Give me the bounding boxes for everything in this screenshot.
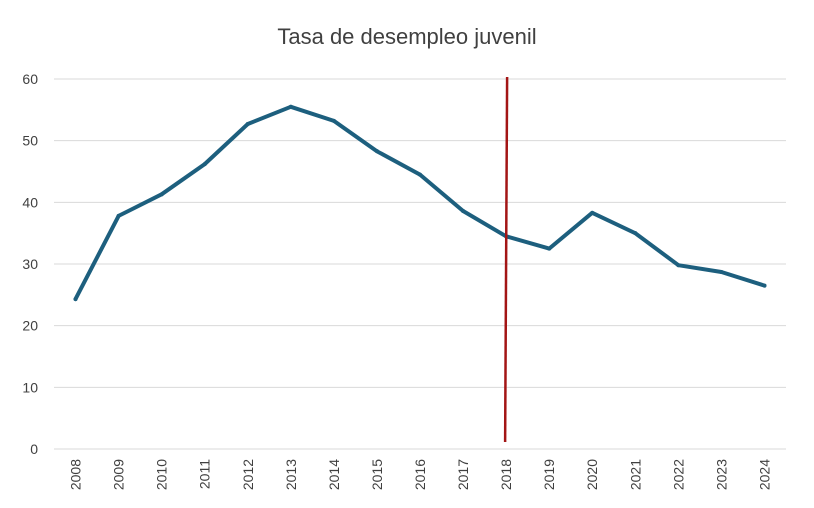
x-tick-label: 2023 xyxy=(713,459,729,490)
chart-title: Tasa de desempleo juvenil xyxy=(277,24,536,49)
x-tick-label: 2021 xyxy=(627,459,643,490)
data-point xyxy=(461,208,466,213)
y-tick-label: 40 xyxy=(22,194,38,210)
y-tick-label: 50 xyxy=(22,133,38,149)
x-axis-ticks: 2008 2009 2010 2011 2012 2013 2014 2015 2016 2017… xyxy=(68,459,773,490)
y-tick-label: 0 xyxy=(30,441,38,457)
y-tick-label: 30 xyxy=(22,256,38,272)
x-tick-label: 2010 xyxy=(154,459,170,490)
data-point xyxy=(331,118,336,123)
data-point xyxy=(288,104,293,109)
vertical-marker-line xyxy=(503,76,509,443)
data-point xyxy=(116,213,121,218)
data-point xyxy=(719,270,724,275)
x-tick-label: 2012 xyxy=(240,459,256,490)
data-point xyxy=(374,149,379,154)
x-tick-label: 2020 xyxy=(584,459,600,490)
x-tick-label: 2011 xyxy=(197,459,213,489)
x-tick-label: 2019 xyxy=(541,459,557,490)
data-point xyxy=(762,283,767,288)
gridlines xyxy=(54,78,786,450)
x-tick-label: 2022 xyxy=(670,459,686,490)
data-point xyxy=(547,246,552,251)
series-line xyxy=(73,104,767,302)
x-tick-label: 2015 xyxy=(369,459,385,490)
data-point xyxy=(245,122,250,127)
vertical-marker-layer xyxy=(503,76,509,443)
x-tick-label: 2008 xyxy=(68,459,84,490)
y-tick-label: 10 xyxy=(22,379,38,395)
y-axis-ticks: 0 10 20 30 40 50 60 xyxy=(22,71,38,457)
series-layer xyxy=(73,104,767,302)
x-tick-label: 2018 xyxy=(498,459,514,490)
data-point xyxy=(676,263,681,268)
x-tick-label: 2013 xyxy=(283,459,299,490)
x-tick-label: 2016 xyxy=(412,459,428,490)
data-point xyxy=(633,231,638,236)
x-tick-label: 2014 xyxy=(326,459,342,490)
x-tick-label: 2017 xyxy=(455,459,471,490)
y-tick-label: 60 xyxy=(22,71,38,87)
y-tick-label: 20 xyxy=(22,318,38,334)
data-point xyxy=(590,210,595,215)
data-point xyxy=(73,297,78,302)
data-point xyxy=(202,162,207,167)
x-tick-label: 2024 xyxy=(756,459,772,490)
data-point xyxy=(159,192,164,197)
x-tick-label: 2009 xyxy=(111,459,127,490)
data-point xyxy=(418,172,422,177)
